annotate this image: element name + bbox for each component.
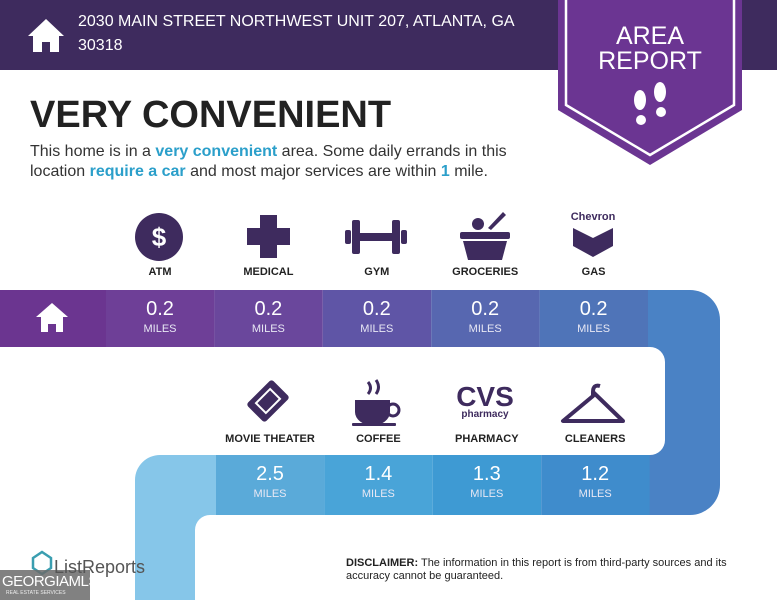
badge-line: REPORT bbox=[598, 47, 702, 75]
service-label: MOVIE THEATER bbox=[225, 433, 315, 445]
headline: VERY CONVENIENT bbox=[30, 94, 392, 136]
distance-unit: MILES bbox=[360, 323, 394, 335]
gym-icon bbox=[345, 220, 407, 254]
service-label: GROCERIES bbox=[452, 266, 519, 278]
service-label: ATM bbox=[148, 266, 172, 278]
distance-unit: MILES bbox=[143, 323, 177, 335]
badge bbox=[558, 0, 742, 165]
home-icon bbox=[28, 19, 64, 52]
distance-unit: MILES bbox=[361, 488, 395, 500]
distance-cell bbox=[541, 455, 650, 515]
pharmacy-icon-text: CVS bbox=[456, 381, 514, 412]
route-curve bbox=[645, 290, 720, 515]
badge-border bbox=[564, 0, 736, 157]
text: mile. bbox=[449, 163, 488, 180]
pharmacy-icon-text: pharmacy bbox=[461, 409, 509, 420]
distance-unit: MILES bbox=[578, 488, 612, 500]
address: 2030 MAIN STREET NORTHWEST UNIT 207, ATL… bbox=[78, 13, 514, 54]
distance-cell bbox=[214, 290, 323, 347]
service-label: PHARMACY bbox=[455, 433, 519, 445]
atm-icon bbox=[135, 213, 183, 261]
distance: 0.2 bbox=[362, 298, 391, 320]
text: and most major services are within bbox=[185, 163, 441, 180]
distance: 1.3 bbox=[472, 463, 501, 485]
watermark-box bbox=[0, 570, 90, 600]
gas-icon-text: Chevron bbox=[571, 211, 616, 223]
service-label: GYM bbox=[364, 266, 390, 278]
footsteps-icon bbox=[634, 82, 666, 125]
disclaimer: DISCLAIMER: The information in this repo… bbox=[346, 557, 756, 583]
watermark: GEORGIAMLS bbox=[2, 573, 98, 590]
badge-text: AREA REPORT bbox=[566, 24, 734, 74]
highlight: 1 bbox=[440, 163, 450, 180]
distance: 0.2 bbox=[254, 298, 283, 320]
cleaners-icon bbox=[561, 383, 625, 423]
distance: 1.4 bbox=[364, 463, 393, 485]
highlight: require a car bbox=[89, 163, 186, 180]
distance-unit: MILES bbox=[577, 323, 611, 335]
brand-logo bbox=[31, 550, 53, 576]
distance: 0.2 bbox=[579, 298, 608, 320]
distance-cell bbox=[324, 455, 433, 515]
distance: 2.5 bbox=[256, 463, 284, 485]
medical-icon bbox=[247, 215, 290, 258]
coffee-icon bbox=[352, 379, 401, 426]
distance-unit: MILES bbox=[468, 323, 502, 335]
disclaimer-label: DISCLAIMER: bbox=[346, 557, 419, 569]
distance-unit: MILES bbox=[470, 488, 504, 500]
description: This home is in a very convenient area. … bbox=[30, 142, 560, 182]
distance-cell bbox=[106, 290, 215, 347]
service-label: COFFEE bbox=[356, 433, 401, 445]
text: area. Some daily errands in this locatio… bbox=[30, 143, 507, 180]
distance-unit: MILES bbox=[251, 323, 285, 335]
distance-cell bbox=[432, 455, 542, 515]
route-curve bbox=[135, 455, 216, 600]
watermark-sub: REAL ESTATE SERVICES bbox=[6, 590, 66, 596]
badge-line: AREA bbox=[615, 22, 685, 50]
text: This home is in a bbox=[30, 143, 156, 160]
home-icon bbox=[36, 303, 68, 332]
distance: 1.2 bbox=[581, 463, 610, 485]
distance-unit: MILES bbox=[253, 488, 287, 500]
highlight: very convenient bbox=[155, 143, 278, 160]
gas-icon bbox=[573, 228, 613, 257]
service-label: CLEANERS bbox=[564, 433, 626, 445]
atm-icon-text: $ bbox=[152, 222, 167, 252]
movie-icon bbox=[247, 380, 289, 422]
distance-cell bbox=[431, 290, 540, 347]
service-label: MEDICAL bbox=[243, 266, 294, 278]
distance-cell bbox=[539, 290, 648, 347]
distance: 0.2 bbox=[146, 298, 174, 320]
disclaimer-text: The information in this report is from t… bbox=[346, 557, 727, 582]
distance: 0.2 bbox=[471, 298, 500, 320]
service-label: GAS bbox=[581, 266, 606, 278]
brand: ListReports bbox=[54, 557, 146, 577]
distance-cell bbox=[216, 455, 325, 515]
distance-cell bbox=[322, 290, 432, 347]
groceries-icon bbox=[460, 212, 510, 260]
